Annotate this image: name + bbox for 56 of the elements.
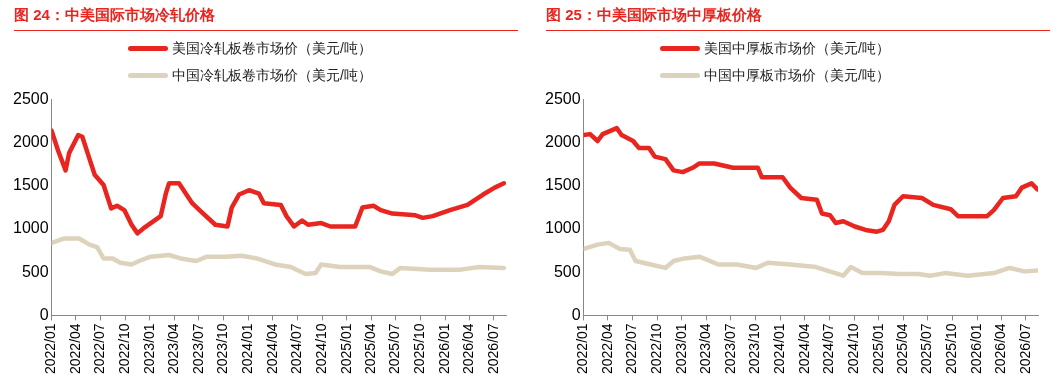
legend-label: 中国冷轧板卷市场价（美元/吨） <box>172 66 372 85</box>
x-tick-label: 2024/07 <box>288 323 305 374</box>
x-tick-label: 2022/07 <box>91 323 108 374</box>
y-tick-label: 1000 <box>545 219 581 237</box>
y-tick-label: 500 <box>21 262 49 280</box>
x-tick-label: 2023/04 <box>165 323 182 374</box>
x-tick-label: 2022/04 <box>598 323 615 374</box>
x-tick-label: 2024/04 <box>795 323 812 374</box>
x-tick-label: 2024/01 <box>771 323 788 374</box>
y-tick-label: 1500 <box>545 176 581 194</box>
x-tick-label: 2025/10 <box>943 323 960 374</box>
x-tick-label: 2024/01 <box>239 323 256 374</box>
x-tick-label: 2024/10 <box>844 323 861 374</box>
y-tick-label: 0 <box>571 305 581 323</box>
x-tick-label: 2022/10 <box>647 323 664 374</box>
x-tick-label: 2026/01 <box>435 323 452 374</box>
x-tick-label: 2022/10 <box>115 323 132 374</box>
x-tick-label: 2025/01 <box>869 323 886 374</box>
y-tick-label: 2500 <box>545 90 581 108</box>
y-tick-label: 2000 <box>545 133 581 151</box>
chart-title: 图 25：中美国际市场中厚板价格 <box>546 6 1050 31</box>
x-tick-label: 2022/07 <box>623 323 640 374</box>
legend-label: 美国冷轧板卷市场价（美元/吨） <box>172 39 372 58</box>
x-tick-label: 2023/01 <box>672 323 689 374</box>
x-tick-label: 2023/04 <box>697 323 714 374</box>
x-tick-label: 2026/07 <box>1016 323 1033 374</box>
x-tick-label: 2026/04 <box>460 323 477 374</box>
y-tick-label: 2000 <box>13 133 49 151</box>
chart-title: 图 24：中美国际市场冷轧价格 <box>14 6 518 31</box>
x-tick-label: 2026/07 <box>484 323 501 374</box>
x-tick-label: 2025/01 <box>337 323 354 374</box>
x-tick-label: 2023/07 <box>721 323 738 374</box>
x-tick-label: 2026/04 <box>992 323 1009 374</box>
x-tick-label: 2025/07 <box>386 323 403 374</box>
x-tick-label: 2022/01 <box>42 323 59 374</box>
x-tick-label: 2022/04 <box>66 323 83 374</box>
x-tick-label: 2023/01 <box>140 323 157 374</box>
y-tick-label: 0 <box>39 305 49 323</box>
x-tick-label: 2025/04 <box>893 323 910 374</box>
x-tick-label: 2023/10 <box>214 323 231 374</box>
x-tick-label: 2025/10 <box>411 323 428 374</box>
y-tick-label: 1000 <box>13 219 49 237</box>
x-tick-label: 2024/04 <box>263 323 280 374</box>
x-tick-label: 2024/10 <box>312 323 329 374</box>
x-tick-label: 2023/07 <box>189 323 206 374</box>
x-tick-label: 2025/07 <box>918 323 935 374</box>
x-tick-label: 2025/04 <box>361 323 378 374</box>
y-tick-label: 500 <box>553 262 581 280</box>
x-tick-label: 2024/07 <box>820 323 837 374</box>
x-tick-label: 2023/10 <box>746 323 763 374</box>
legend-label: 中国中厚板市场价（美元/吨） <box>704 66 890 85</box>
legend-label: 美国中厚板市场价（美元/吨） <box>704 39 890 58</box>
x-tick-label: 2026/01 <box>967 323 984 374</box>
x-tick-label: 2022/01 <box>574 323 591 374</box>
y-tick-label: 2500 <box>13 90 49 108</box>
y-tick-label: 1500 <box>13 176 49 194</box>
